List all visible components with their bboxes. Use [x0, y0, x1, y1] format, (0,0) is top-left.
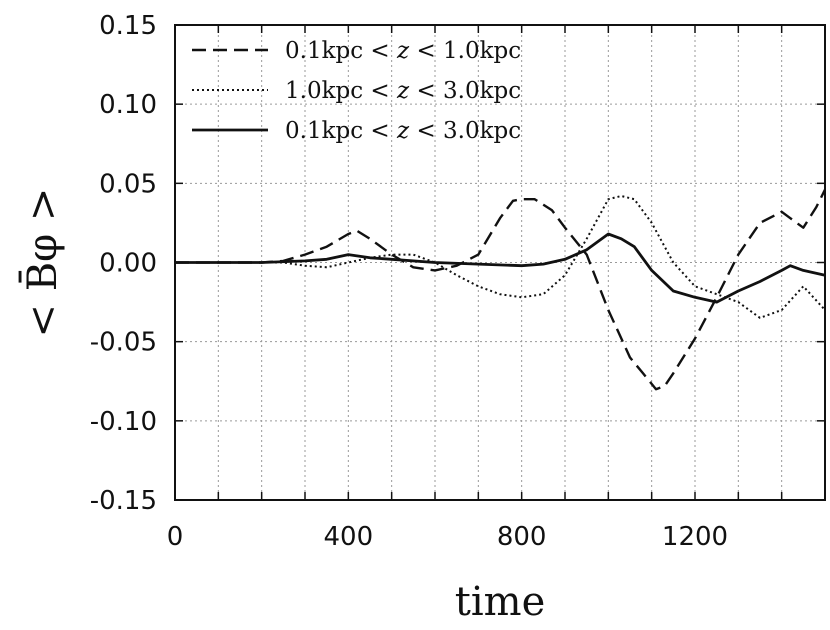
- y-tick-label: 0.00: [99, 249, 157, 279]
- grid: [175, 25, 825, 500]
- x-tick-label: 0: [167, 522, 184, 552]
- y-tick-label: -0.05: [90, 328, 157, 358]
- x-tick-label: 400: [324, 522, 374, 552]
- series-lines: [175, 189, 827, 391]
- y-tick-label: 0.15: [99, 11, 157, 41]
- y-tick-label: -0.15: [90, 486, 157, 516]
- axis-ticks: 0 400 800 1200 -0.15 -0.10 -0.05 0.00 0.05 0.10 0.…: [90, 11, 826, 552]
- series-line-2: [175, 195, 826, 319]
- legend: 0.1kpc < z < 1.0kpc 1.0kpc < z < 3.0kpc 0.…: [192, 38, 521, 144]
- series-line-3: [175, 232, 826, 304]
- y-tick-label: 0.05: [99, 169, 157, 199]
- y-axis-title: < B̄φ >: [19, 188, 66, 338]
- series-line-1: [175, 189, 827, 391]
- legend-label-1: 0.1kpc < z < 1.0kpc: [285, 38, 521, 64]
- legend-label-3: 0.1kpc < z < 3.0kpc: [285, 118, 521, 144]
- y-tick-label: -0.10: [90, 407, 157, 437]
- legend-label-2: 1.0kpc < z < 3.0kpc: [285, 78, 521, 104]
- x-tick-label: 800: [497, 522, 547, 552]
- y-tick-label: 0.10: [99, 90, 157, 120]
- x-tick-label: 1200: [662, 522, 728, 552]
- x-axis-title: time: [455, 579, 545, 625]
